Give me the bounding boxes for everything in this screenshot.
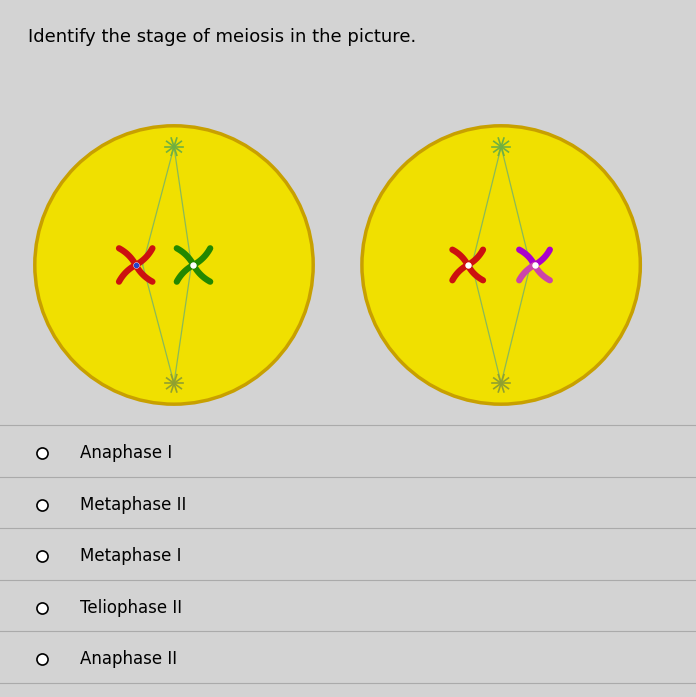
Text: Metaphase I: Metaphase I bbox=[80, 547, 182, 565]
Text: Metaphase II: Metaphase II bbox=[80, 496, 187, 514]
Circle shape bbox=[362, 125, 640, 404]
Text: Identify the stage of meiosis in the picture.: Identify the stage of meiosis in the pic… bbox=[28, 29, 416, 46]
Text: Anaphase II: Anaphase II bbox=[80, 650, 177, 668]
Text: Anaphase I: Anaphase I bbox=[80, 445, 173, 462]
Text: Teliophase II: Teliophase II bbox=[80, 599, 182, 617]
Circle shape bbox=[35, 125, 313, 404]
